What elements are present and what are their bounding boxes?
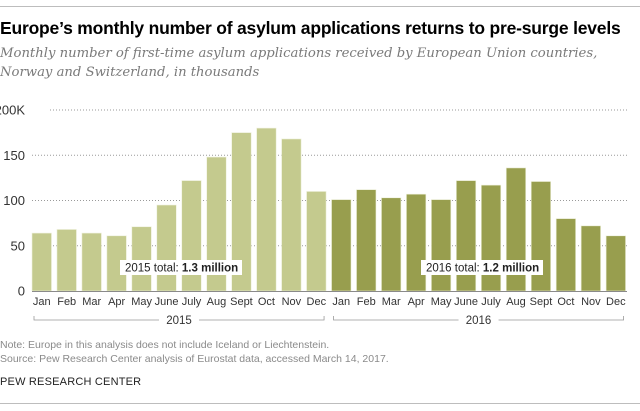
total-annotation-label: 2016 total: <box>426 263 483 275</box>
x-tick-label: Oct <box>557 296 574 308</box>
x-tick-label: Feb <box>357 296 376 308</box>
x-tick-label: June <box>454 296 478 308</box>
top-rule <box>0 6 640 7</box>
x-tick-label: July <box>182 296 202 308</box>
x-tick-label: Apr <box>408 296 425 308</box>
bar <box>356 189 377 292</box>
y-tick-label: 0 <box>18 284 25 299</box>
bar <box>56 229 77 292</box>
bar <box>306 191 327 292</box>
x-tick-label: May <box>431 296 452 308</box>
year-bracket-right <box>498 316 624 321</box>
y-tick-label: 100 <box>3 193 25 208</box>
y-tick-label: 150 <box>3 148 25 163</box>
x-tick-label: Aug <box>207 296 227 308</box>
total-annotation: 2016 total: 1.2 million <box>426 263 539 275</box>
year-group-label: 2016 <box>466 315 492 327</box>
bar <box>331 199 352 292</box>
year-bracket-left <box>333 316 459 321</box>
bar <box>156 204 177 292</box>
bar <box>256 127 277 292</box>
bar <box>605 235 626 292</box>
year-group-label: 2015 <box>166 315 192 327</box>
year-bracket-left <box>33 316 160 321</box>
x-tick-label: Mar <box>382 296 401 308</box>
bar <box>281 138 302 292</box>
note-text: Note: Europe in this analysis does not i… <box>0 339 330 351</box>
y-tick-label: 200K <box>0 103 25 118</box>
bar <box>131 226 152 292</box>
total-annotation-box <box>421 260 543 275</box>
x-tick-label: May <box>131 296 152 308</box>
x-tick-label: Dec <box>307 296 327 308</box>
x-tick-label: Jan <box>33 296 51 308</box>
x-tick-label: Apr <box>108 296 125 308</box>
x-tick-label: Dec <box>606 296 626 308</box>
bar <box>480 184 502 292</box>
x-tick-label: Feb <box>57 296 76 308</box>
total-annotation-value: 1.3 million <box>182 263 238 275</box>
y-tick-label: 50 <box>11 238 25 253</box>
chart-title: Europe’s monthly number of asylum applic… <box>0 18 621 38</box>
bottom-rule <box>0 403 640 404</box>
bar <box>406 193 427 292</box>
x-tick-label: Sept <box>230 296 253 308</box>
bar <box>381 197 402 292</box>
bar <box>81 232 102 292</box>
x-tick-label: Mar <box>82 296 101 308</box>
x-tick-label: Aug <box>506 296 526 308</box>
total-annotation-box <box>120 260 242 275</box>
x-tick-label: July <box>481 296 501 308</box>
x-tick-label: June <box>155 296 179 308</box>
source-text: Source: Pew Research Center analysis of … <box>0 353 389 365</box>
bar <box>31 232 52 292</box>
total-annotation-value: 1.2 million <box>483 263 539 275</box>
bar <box>431 199 452 292</box>
bar <box>555 218 576 292</box>
brand-label: PEW RESEARCH CENTER <box>0 376 142 388</box>
x-tick-label: Oct <box>258 296 275 308</box>
year-bracket-right <box>199 316 325 321</box>
total-annotation: 2015 total: 1.3 million <box>125 263 238 275</box>
chart-subtitle: Monthly number of first-time asylum appl… <box>0 46 598 80</box>
footnotes: Note: Europe in this analysis does not i… <box>0 338 389 366</box>
bar <box>580 225 601 292</box>
x-tick-label: Nov <box>282 296 302 308</box>
bar-chart: 050100150200KJanFebMarAprMayJuneJulyAugS… <box>0 103 627 327</box>
x-tick-label: Sept <box>530 296 553 308</box>
total-annotation-label: 2015 total: <box>125 263 182 275</box>
x-tick-label: Jan <box>332 296 350 308</box>
x-tick-label: Nov <box>581 296 601 308</box>
